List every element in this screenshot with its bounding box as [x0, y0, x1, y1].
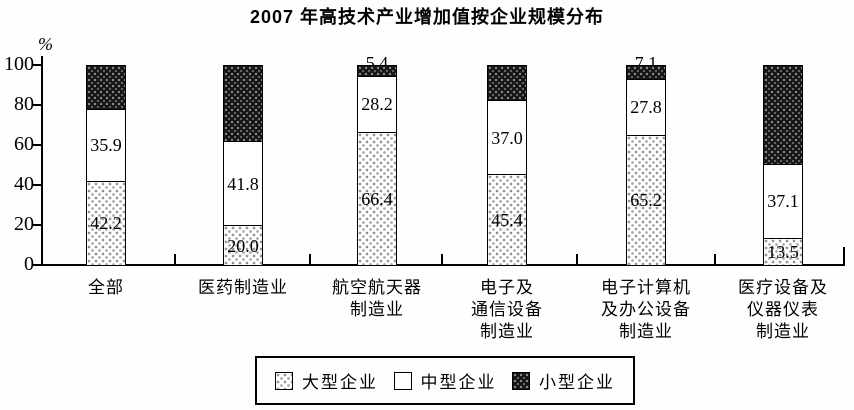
- value-label-0-0: 42.2: [90, 213, 122, 234]
- category-label-line: 制造业: [619, 322, 673, 341]
- bar-3-segment-1: 37.0: [487, 100, 527, 176]
- y-axis-tick-40: [33, 184, 41, 186]
- bar-0-segment-0: 42.2: [86, 180, 126, 266]
- category-label-2: 航空航天器 制造业: [302, 277, 452, 321]
- legend-label-large: 大型企业: [302, 373, 378, 392]
- bar-5-segment-2: [763, 65, 803, 165]
- value-label-1-0: 20.0: [227, 235, 259, 256]
- legend-item-medium: 中型企业: [393, 368, 497, 393]
- y-axis-tick-20: [33, 224, 41, 226]
- x-axis-tick-1: [309, 254, 311, 265]
- value-label-5-0: 13.5: [767, 242, 799, 262]
- y-axis-tick-label-40: 40: [14, 173, 34, 195]
- category-label-1: 医药制造业: [168, 277, 318, 299]
- value-label-2-0: 66.4: [361, 189, 393, 210]
- bar-2-segment-2: [357, 65, 397, 77]
- y-axis-tick-label-80: 80: [14, 93, 34, 115]
- bar-0-segment-2: [86, 65, 126, 110]
- category-label-line: 制造业: [480, 322, 534, 341]
- x-axis-tick-0: [174, 254, 176, 265]
- category-label-line: 电子计算机: [601, 278, 691, 297]
- y-axis-unit: %: [38, 34, 53, 54]
- bar-5-segment-0: 13.5: [763, 238, 803, 266]
- y-axis-tick-100: [33, 64, 41, 66]
- category-label-5: 医疗设备及仪器仪表制造业: [708, 277, 854, 343]
- legend-item-small: 小型企业: [512, 368, 615, 393]
- bar-5-segment-1: 37.1: [763, 163, 803, 239]
- bar-0-segment-1: 35.9: [86, 108, 126, 182]
- y-axis-tick-label-20: 20: [14, 213, 34, 235]
- legend-label-medium: 中型企业: [420, 373, 497, 392]
- bar-4-segment-1: 27.8: [626, 79, 666, 136]
- y-axis-tick-label-100: 100: [4, 53, 34, 75]
- y-axis-tick-60: [33, 144, 41, 146]
- category-label-line: 医疗设备及: [738, 278, 828, 297]
- category-label-line: 制造业: [350, 300, 404, 319]
- legend: 大型企业 中型企业 小型企业: [255, 356, 635, 405]
- category-label-4: 电子计算机及办公设备制造业: [571, 277, 721, 343]
- category-label-line: 通信设备: [471, 300, 543, 319]
- x-axis-tick-2: [441, 254, 443, 265]
- bar-3-segment-0: 45.4: [487, 174, 527, 266]
- category-label-0: 全部: [31, 277, 181, 299]
- bar-3-segment-2: [487, 65, 527, 102]
- y-axis-tick-0: [33, 264, 41, 266]
- bar-4-segment-0: 65.2: [626, 134, 666, 266]
- x-axis-line: [41, 264, 845, 266]
- value-label-1-1: 41.8: [227, 173, 259, 194]
- bar-1-segment-0: 20.0: [223, 225, 263, 266]
- bar-4-segment-2: [626, 64, 666, 80]
- chart-title: 2007 年高技术产业增加值按企业规模分布: [249, 7, 605, 27]
- legend-item-large: 大型企业: [275, 368, 378, 393]
- category-label-line: 仪器仪表: [747, 300, 819, 319]
- small-enterprise-swatch-icon: [512, 371, 530, 390]
- value-label-4-0: 65.2: [630, 190, 662, 211]
- bar-1-segment-2: [223, 65, 263, 143]
- y-axis-tick-80: [33, 104, 41, 106]
- medium-enterprise-swatch-icon: [393, 371, 412, 390]
- bar-2-segment-0: 66.4: [357, 132, 397, 266]
- legend-label-small: 小型企业: [539, 373, 615, 392]
- y-axis-tick-label-0: 0: [24, 253, 34, 275]
- x-axis-tick-3: [576, 254, 578, 265]
- y-axis-line: [41, 56, 43, 266]
- x-axis-tick-4: [714, 254, 716, 265]
- category-label-line: 制造业: [756, 322, 810, 341]
- value-label-4-1: 27.8: [630, 97, 662, 118]
- category-label-line: 全部: [88, 278, 124, 297]
- category-label-line: 电子及: [480, 278, 534, 297]
- category-label-line: 医药制造业: [198, 278, 288, 297]
- y-axis-tick-label-60: 60: [14, 133, 34, 155]
- x-axis-end-tick: [843, 247, 845, 265]
- category-label-line: 及办公设备: [601, 300, 691, 319]
- category-label-line: 航空航天器: [332, 278, 422, 297]
- value-label-2-1: 28.2: [361, 94, 393, 115]
- bar-1-segment-1: 41.8: [223, 141, 263, 226]
- value-label-3-0: 45.4: [491, 210, 523, 231]
- category-label-3: 电子及通信设备制造业: [432, 277, 582, 343]
- value-label-5-1: 37.1: [767, 191, 799, 212]
- bar-2-segment-1: 28.2: [357, 75, 397, 134]
- value-label-3-1: 37.0: [491, 127, 523, 148]
- large-enterprise-swatch-icon: [275, 371, 293, 390]
- value-label-0-1: 35.9: [90, 135, 122, 156]
